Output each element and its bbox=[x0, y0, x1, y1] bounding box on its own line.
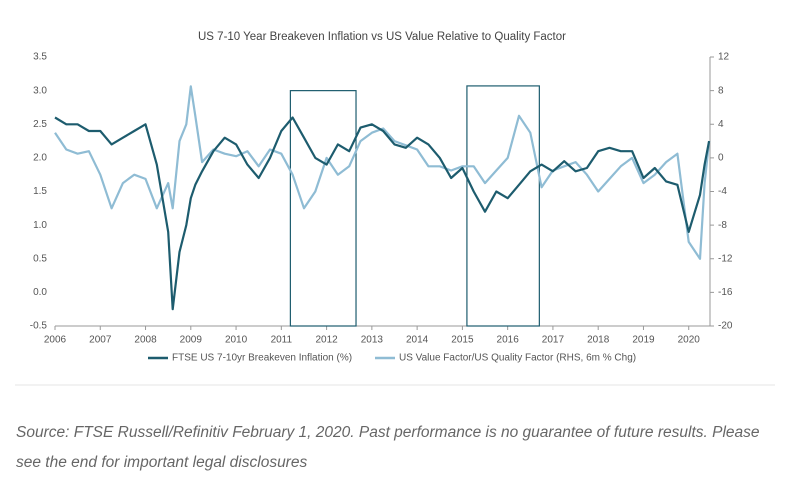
x-tick-label: 2012 bbox=[315, 335, 338, 346]
x-tick-label: 2014 bbox=[406, 335, 429, 346]
series-line bbox=[54, 85, 711, 260]
y2-tick-label: -12 bbox=[718, 253, 733, 264]
x-tick-label: 2019 bbox=[632, 335, 655, 346]
series-line bbox=[54, 116, 711, 311]
y2-tick-label: 8 bbox=[718, 85, 724, 96]
x-tick-label: 2015 bbox=[451, 335, 474, 346]
y2-tick-label: 4 bbox=[718, 119, 724, 130]
y-tick-label: 1.0 bbox=[33, 220, 47, 231]
y-tick-label: -0.5 bbox=[30, 321, 48, 332]
chart-title: US 7-10 Year Breakeven Inflation vs US V… bbox=[198, 31, 566, 43]
y-tick-label: 2.5 bbox=[33, 119, 47, 130]
x-tick-label: 2018 bbox=[587, 335, 610, 346]
x-tick-label: 2008 bbox=[134, 335, 157, 346]
y2-tick-label: -16 bbox=[718, 287, 733, 298]
y2-tick-label: 0 bbox=[718, 153, 724, 164]
y-tick-label: 3.5 bbox=[33, 52, 47, 63]
y-tick-label: 0.5 bbox=[33, 253, 47, 264]
y-tick-label: 1.5 bbox=[33, 186, 47, 197]
y-tick-label: 2.0 bbox=[33, 153, 47, 164]
highlight-box bbox=[289, 90, 357, 327]
y-tick-label: 3.0 bbox=[33, 85, 47, 96]
caption: Source: FTSE Russell/Refinitiv February … bbox=[16, 424, 760, 471]
x-tick-label: 2006 bbox=[44, 335, 67, 346]
x-tick-label: 2010 bbox=[225, 335, 248, 346]
x-tick-label: 2017 bbox=[542, 335, 565, 346]
y2-tick-label: 12 bbox=[718, 52, 730, 63]
x-tick-label: 2011 bbox=[271, 335, 293, 346]
y2-tick-label: -20 bbox=[718, 321, 733, 332]
x-tick-label: 2016 bbox=[497, 335, 520, 346]
legend-label: FTSE US 7-10yr Breakeven Inflation (%) bbox=[172, 353, 352, 364]
y2-tick-label: -4 bbox=[718, 186, 727, 197]
highlight-box bbox=[466, 85, 540, 327]
x-tick-label: 2009 bbox=[180, 335, 203, 346]
legend-label: US Value Factor/US Quality Factor (RHS, … bbox=[399, 353, 636, 364]
x-tick-label: 2007 bbox=[89, 335, 112, 346]
chart: US 7-10 Year Breakeven Inflation vs US V… bbox=[15, 31, 775, 386]
x-tick-label: 2013 bbox=[361, 335, 384, 346]
y2-tick-label: -8 bbox=[718, 220, 727, 231]
x-tick-label: 2020 bbox=[678, 335, 701, 346]
y-tick-label: 0.0 bbox=[33, 287, 47, 298]
